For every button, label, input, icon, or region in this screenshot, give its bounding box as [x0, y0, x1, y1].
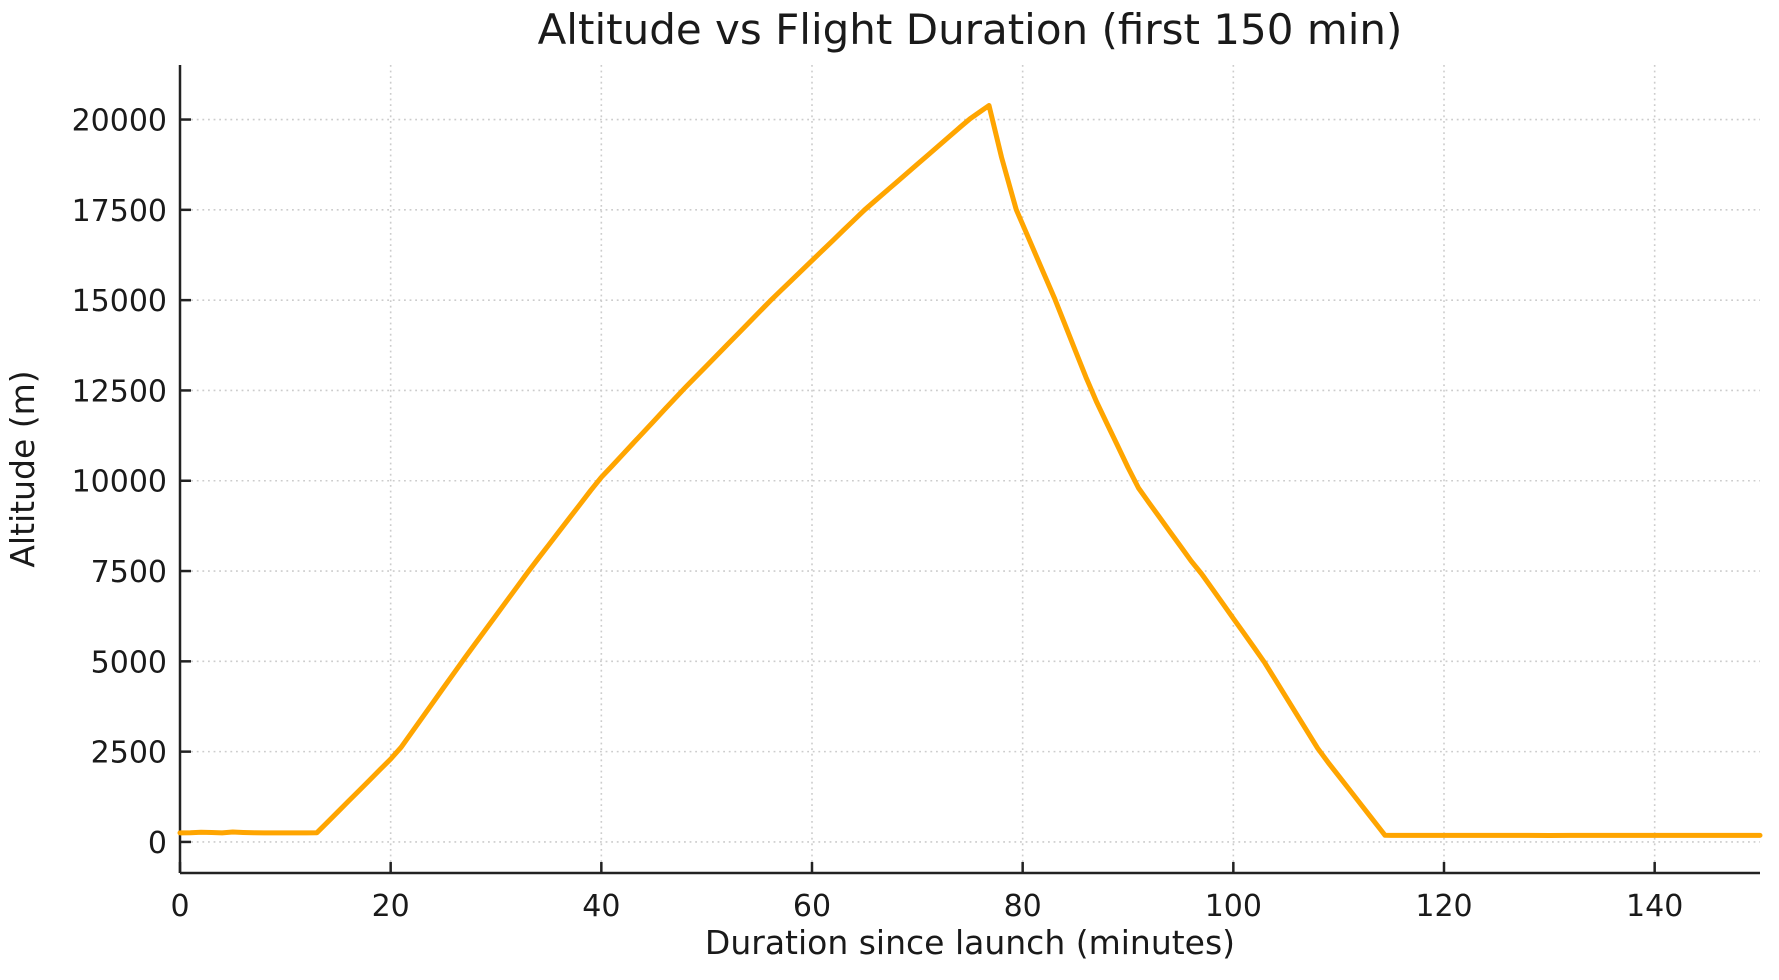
x-axis-label: Duration since launch (minutes) — [705, 923, 1235, 962]
x-tick-label: 60 — [793, 889, 831, 924]
x-tick-label: 80 — [1004, 889, 1042, 924]
x-tick-label: 140 — [1626, 889, 1683, 924]
gridlines — [179, 65, 1760, 873]
chart-title: Altitude vs Flight Duration (first 150 m… — [538, 5, 1403, 54]
y-tick-label: 10000 — [72, 465, 167, 500]
x-tick-label: 100 — [1205, 889, 1262, 924]
x-tick-label: 20 — [372, 889, 410, 924]
y-tick-label: 2500 — [91, 736, 167, 771]
x-tick-label: 120 — [1415, 889, 1472, 924]
axis-ticks — [178, 118, 1656, 873]
y-tick-label: 12500 — [72, 374, 167, 409]
x-tick-label: 40 — [582, 889, 620, 924]
y-tick-label: 0 — [148, 826, 167, 861]
tick-labels: 0 20 40 60 80 100 120 140 0 2500 5000 7500 10000 1250… — [72, 104, 1684, 924]
axis-spines — [178, 65, 1760, 875]
y-tick-label: 20000 — [72, 104, 167, 139]
y-tick-label: 7500 — [91, 555, 167, 590]
x-tick-label: 0 — [170, 889, 189, 924]
data-series — [177, 103, 1763, 838]
altitude-line — [177, 103, 1763, 838]
y-tick-label: 15000 — [72, 284, 167, 319]
y-axis-label: Altitude (m) — [3, 370, 42, 567]
y-tick-label: 5000 — [91, 645, 167, 680]
y-tick-label: 17500 — [72, 194, 167, 229]
